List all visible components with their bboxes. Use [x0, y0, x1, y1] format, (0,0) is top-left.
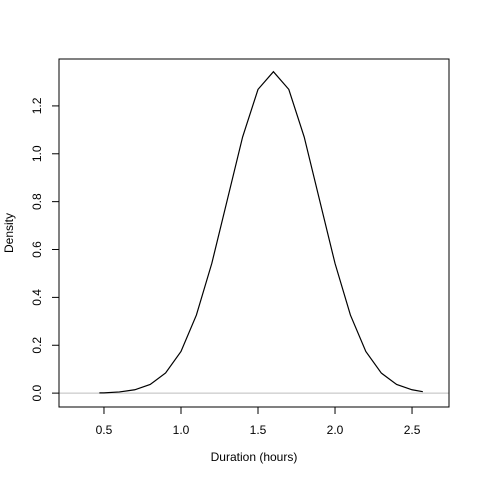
y-tick-label: 0.0 — [30, 384, 44, 401]
y-tick-label: 1.2 — [30, 97, 44, 114]
x-tick-label: 2.0 — [327, 423, 344, 437]
x-tick-label: 2.5 — [404, 423, 421, 437]
x-tick-label: 1.0 — [173, 423, 190, 437]
y-tick-label: 0.6 — [30, 241, 44, 258]
y-tick-label: 0.2 — [30, 337, 44, 354]
density-line — [99, 70, 423, 394]
y-axis-label: Density — [2, 213, 16, 253]
x-axis-label: Duration (hours) — [211, 450, 298, 464]
plot-box — [58, 58, 450, 408]
y-tick-label: 0.4 — [30, 289, 44, 306]
x-tick-label: 0.5 — [96, 423, 113, 437]
y-tick-label: 0.8 — [30, 193, 44, 210]
y-tick-label: 1.0 — [30, 145, 44, 162]
x-tick-label: 1.5 — [250, 423, 267, 437]
